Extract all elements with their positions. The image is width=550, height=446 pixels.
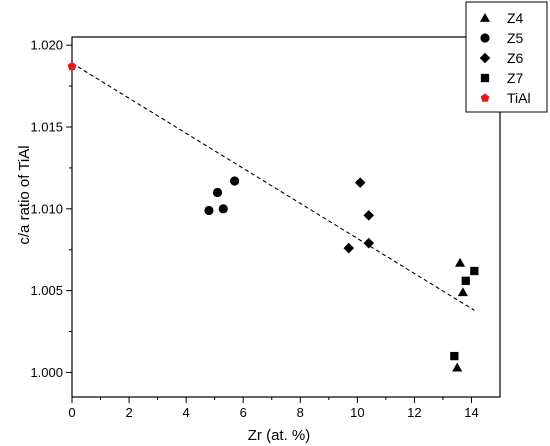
point-z4: [452, 362, 463, 372]
y-axis-ticks: 1.000 1.005 1.010 1.015 1.020: [30, 38, 72, 380]
legend-label-z6: Z6: [507, 50, 524, 66]
point-z5: [230, 176, 240, 186]
legend-label-z5: Z5: [507, 30, 524, 46]
legend-label-tial: TiAl: [507, 90, 531, 106]
point-z6: [343, 242, 355, 254]
point-z4: [457, 287, 468, 297]
legend-marker-z6: [479, 52, 491, 64]
point-z7: [450, 351, 459, 361]
y-axis-title: c/a ratio of TiAl: [16, 145, 33, 244]
point-z7: [470, 266, 479, 276]
x-tick-label: 8: [297, 405, 304, 420]
trendline: [71, 62, 475, 311]
point-z5: [204, 205, 214, 216]
x-tick-label: 12: [407, 405, 421, 420]
x-tick-label: 0: [68, 405, 75, 420]
plot-frame: [71, 36, 501, 398]
plot-area: [71, 36, 501, 398]
legend-label-z4: Z4: [507, 10, 524, 26]
legend-box: [465, 1, 548, 113]
y-tick-label: 1.005: [30, 283, 63, 298]
y-tick-label: 1.010: [30, 201, 63, 216]
x-tick-label: 10: [350, 405, 364, 420]
data-points: [67, 61, 479, 372]
legend: Z4 Z5 Z6 Z7 TiAl: [465, 1, 548, 113]
legend-marker-z5: [480, 33, 490, 43]
y-tick-label: 1.000: [30, 365, 63, 380]
point-tial: [67, 61, 77, 71]
legend-marker-z7: [480, 73, 490, 83]
y-tick-label: 1.020: [30, 38, 63, 53]
x-tick-label: 4: [183, 405, 190, 420]
y-tick-label: 1.015: [30, 120, 63, 135]
legend-marker-z4: [479, 12, 491, 22]
point-z5: [212, 187, 223, 198]
point-z7: [461, 276, 470, 285]
legend-marker-tial: [480, 93, 490, 102]
x-axis-title: Zr (at. %): [248, 427, 311, 444]
x-axis-ticks: 0 2 4 6 8 10 12 14: [68, 397, 479, 420]
legend-label-z7: Z7: [507, 70, 524, 86]
dashed-trendline: [71, 62, 475, 311]
point-z6: [363, 210, 375, 221]
x-tick-label: 2: [125, 405, 132, 420]
x-tick-label: 14: [464, 405, 478, 420]
point-z5: [218, 204, 228, 214]
x-tick-label: 6: [240, 405, 247, 420]
point-z4: [454, 257, 466, 267]
point-z6: [354, 177, 366, 188]
point-z6: [363, 237, 375, 249]
